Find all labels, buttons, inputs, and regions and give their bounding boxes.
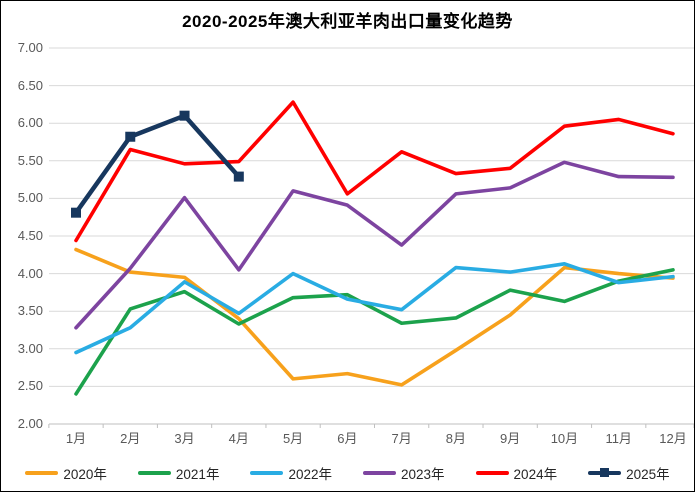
x-axis-label: 11月 [605, 431, 632, 446]
y-axis-label: 4.50 [17, 228, 43, 243]
legend-item-2020年: 2020年 [25, 463, 107, 483]
legend-label: 2021年 [175, 467, 220, 482]
legend-line-swatch [363, 471, 396, 475]
series-line-2022年 [74, 262, 675, 355]
y-axis-label: 3.00 [17, 340, 43, 356]
legend-label: 2020年 [63, 467, 107, 482]
legend-label: 2024年 [513, 467, 558, 482]
y-axis-label: 7.00 [17, 40, 43, 55]
x-axis-label: 2月 [120, 431, 141, 446]
legend-square-marker [600, 468, 610, 477]
y-axis-label: 2.00 [17, 416, 43, 431]
y-axis-label: 4.00 [17, 265, 43, 281]
x-axis-label: 6月 [337, 431, 358, 446]
series-line-2025年 [73, 113, 242, 215]
legend-line-swatch [250, 471, 284, 475]
x-axis-label: 1月 [65, 431, 87, 446]
legend-line-swatch [588, 468, 622, 477]
chart-legend: 2020年 2021年 2022年 2023年 2024年 2025年 [1, 463, 694, 483]
x-axis-label: 4月 [228, 431, 249, 446]
data-point-marker-2025年 [179, 110, 190, 121]
legend-label: 2022年 [288, 467, 332, 482]
y-axis-label: 6.50 [17, 77, 43, 93]
x-axis-label: 12月 [659, 431, 687, 446]
legend-label: 2025年 [626, 467, 670, 482]
legend-line-swatch [25, 471, 59, 475]
y-axis-label: 5.00 [17, 190, 43, 206]
legend-label: 2023年 [401, 467, 445, 482]
data-point-marker-2025年 [233, 171, 244, 182]
x-axis-label: 3月 [174, 431, 195, 446]
y-axis-label: 6.00 [17, 115, 43, 131]
data-point-marker-2025年 [125, 131, 136, 142]
legend-item-2024年: 2024年 [475, 463, 558, 483]
series-line-2024年 [74, 100, 675, 243]
series-line-2023年 [74, 160, 675, 330]
data-point-marker-2025年 [71, 207, 81, 218]
x-axis-label: 7月 [391, 431, 412, 446]
legend-line-swatch [137, 471, 171, 475]
x-axis-label: 5月 [282, 431, 304, 446]
y-axis-label: 2.50 [17, 378, 43, 394]
legend-item-2022年: 2022年 [250, 463, 332, 483]
chart-title: 2020-2025年澳大利亚羊肉出口量变化趋势 [182, 12, 513, 31]
legend-line-swatch [475, 471, 509, 475]
y-axis-label: 3.50 [17, 303, 43, 319]
x-axis-label: 9月 [500, 431, 521, 446]
legend-item-2025年: 2025年 [588, 463, 670, 483]
legend-item-2023年: 2023年 [363, 463, 445, 483]
x-axis-label: 8月 [445, 431, 466, 446]
series-line-2021年 [74, 268, 675, 396]
x-axis-label: 10月 [550, 431, 579, 446]
legend-item-2021年: 2021年 [137, 463, 220, 483]
y-axis-label: 5.50 [17, 152, 43, 168]
